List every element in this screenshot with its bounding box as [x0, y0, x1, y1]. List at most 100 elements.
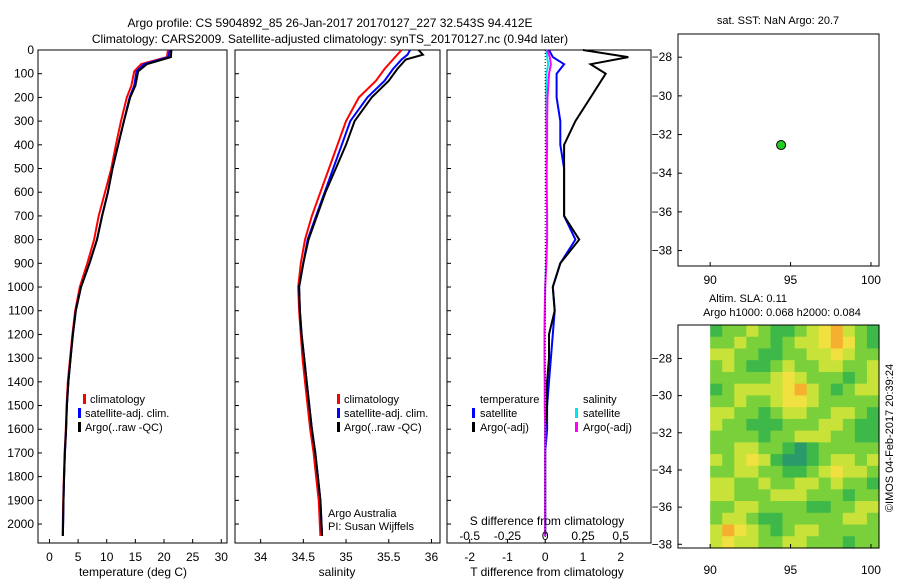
- heatmap-cell: [746, 489, 759, 502]
- heatmap-cell: [770, 430, 784, 443]
- salinity-plot: 34 34.5 35 35.5 36: [235, 49, 438, 564]
- heatmap-cell: [866, 325, 880, 338]
- heatmap-cell: [722, 336, 735, 350]
- temperature-ytick-label-10: 1000: [7, 280, 34, 294]
- heatmap-cell: [782, 454, 796, 467]
- heatmap-cell: [710, 536, 723, 549]
- heatmap-cell: [746, 501, 759, 514]
- difference-xtick-label-2: 0: [542, 550, 549, 564]
- heatmap-cell: [806, 524, 820, 537]
- temperature-ytick-label-14: 1400: [7, 375, 34, 389]
- heatmap-cell: [782, 348, 796, 361]
- difference-legend-sal-satellite: satellite: [583, 408, 620, 420]
- heatmap-cell: [806, 371, 820, 385]
- heatmap-cell: [830, 348, 844, 361]
- heatmap-cell: [758, 383, 772, 397]
- heatmap-cell: [782, 418, 796, 432]
- heatmap-cell: [782, 325, 796, 338]
- temperature-xtick-label-6: 30: [215, 550, 229, 564]
- heatmap-cell: [746, 336, 759, 350]
- salinity-series-0: [297, 49, 403, 536]
- heatmap-cell: [842, 477, 856, 490]
- heatmap-cell: [722, 477, 735, 490]
- heatmap-cell: [794, 501, 808, 514]
- heatmap-cell: [794, 325, 808, 338]
- temperature-legend: climatology satellite-adj. clim. Argo(..…: [78, 394, 169, 434]
- altimetry-ytick-label-2: −32: [652, 426, 673, 440]
- heatmap-cell: [746, 524, 759, 537]
- salinity-legend: climatology satellite-adj. clim. Argo(..…: [337, 394, 428, 434]
- location-xtick-label-1: 95: [784, 273, 798, 287]
- heatmap-cell: [854, 454, 868, 467]
- heatmap-cell: [806, 512, 820, 526]
- altimetry-title: Altim. SLA: 0.11: [709, 293, 787, 305]
- temperature-ytick-label-19: 1900: [7, 493, 34, 507]
- heatmap-cell: [782, 336, 796, 350]
- difference-xtick-label-3: 1: [580, 550, 587, 564]
- heatmap-cell: [746, 477, 759, 490]
- heatmap-cell: [830, 383, 844, 397]
- heatmap-cell: [794, 512, 808, 526]
- temperature-ytick-label-9: 900: [14, 256, 34, 270]
- heatmap-cell: [746, 383, 759, 397]
- temperature-ytick-label-11: 1100: [8, 304, 34, 318]
- heatmap-cell: [830, 489, 844, 502]
- heatmap-cell: [806, 360, 820, 373]
- heatmap-cell: [770, 336, 784, 350]
- difference-sal-tick-label-4: 0.5: [612, 529, 629, 543]
- heatmap-cell: [746, 348, 759, 361]
- difference-legend-temp-satellite: satellite: [480, 408, 517, 420]
- heatmap-cell: [710, 383, 723, 397]
- heatmap-cell: [830, 524, 844, 537]
- temperature-ytick-label-17: 1700: [7, 446, 34, 460]
- heatmap-cell: [830, 360, 844, 373]
- temperature-ytick-label-18: 1800: [7, 470, 34, 484]
- temperature-xtick-label-2: 10: [100, 550, 114, 564]
- temperature-legend-swatch-satellite: [78, 408, 81, 418]
- heatmap-cell: [770, 477, 784, 490]
- salinity-series-2: [298, 49, 425, 536]
- heatmap-cell: [722, 407, 735, 420]
- heatmap-cell: [854, 348, 868, 361]
- heatmap-cell: [782, 524, 796, 537]
- heatmap-cell: [806, 465, 820, 479]
- heatmap-cell: [710, 465, 723, 479]
- heatmap-cell: [794, 524, 808, 537]
- heatmap-cell: [758, 336, 772, 350]
- heatmap-cell: [770, 501, 784, 514]
- heatmap-cell: [818, 442, 832, 455]
- heatmap-cell: [734, 371, 747, 385]
- heatmap-cell: [794, 430, 808, 443]
- heatmap-cell: [758, 524, 772, 537]
- heatmap-cell: [758, 512, 772, 526]
- heatmap-cell: [710, 430, 723, 443]
- heatmap-cell: [710, 360, 723, 373]
- heatmap-cell: [866, 442, 880, 455]
- heatmap-cell: [722, 383, 735, 397]
- heatmap-cell: [830, 407, 844, 420]
- heatmap-cell: [710, 512, 723, 526]
- heatmap-cell: [842, 512, 856, 526]
- salinity-legend-climatology: climatology: [344, 394, 400, 406]
- heatmap-cell: [866, 536, 880, 549]
- heatmap-cell: [818, 360, 832, 373]
- heatmap-cell: [746, 371, 759, 385]
- heatmap-cell: [734, 360, 747, 373]
- heatmap-cell: [806, 383, 820, 397]
- heatmap-cell: [734, 454, 747, 467]
- altimetry-xtick-label-0: 90: [703, 563, 717, 577]
- heatmap-cell: [770, 371, 784, 385]
- heatmap-cell: [794, 348, 808, 361]
- temperature-xlabel: temperature (deg C): [79, 565, 187, 579]
- heatmap-cell: [842, 454, 856, 467]
- heatmap-cell: [746, 536, 759, 549]
- temperature-legend-swatch-argo: [78, 422, 81, 432]
- heatmap-cell: [722, 395, 735, 408]
- difference-legend-salinity-title: salinity: [583, 394, 617, 406]
- heatmap-cell: [806, 395, 820, 408]
- heatmap-cell: [818, 489, 832, 502]
- heatmap-cell: [710, 348, 723, 361]
- heatmap-cell: [806, 348, 820, 361]
- salinity-legend-swatch-satellite: [337, 408, 340, 418]
